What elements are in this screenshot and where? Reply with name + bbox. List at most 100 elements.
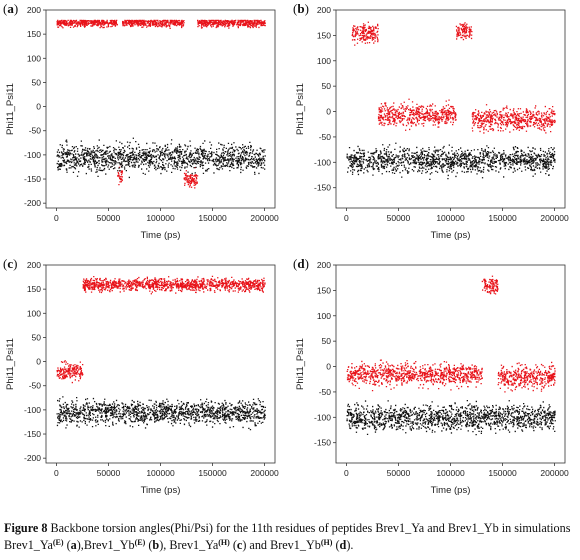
x-axis-label: Time (ps) xyxy=(141,230,181,241)
data-points xyxy=(82,275,266,295)
caption-text: ( xyxy=(63,538,71,552)
caption-ref: a xyxy=(70,538,77,552)
data-points xyxy=(56,137,266,179)
panel-c: (c) 0 50000 100000 150000 200000 -200 -150 -100… xyxy=(0,255,290,510)
caption-ref: b xyxy=(152,538,160,552)
data-points xyxy=(122,19,185,29)
y-tick-label: -200 xyxy=(24,198,41,208)
caption-sup: (E) xyxy=(52,538,64,547)
y-tick-label: -100 xyxy=(24,150,41,160)
y-tick-label: 100 xyxy=(317,311,331,321)
x-axis-label: Time (ps) xyxy=(431,230,471,241)
y-tick-label: -150 xyxy=(314,438,331,448)
y-tick-label: 0 xyxy=(326,362,331,372)
x-tick-label: 0 xyxy=(344,213,349,223)
x-tick-label: 200000 xyxy=(250,468,279,478)
figure-caption: Figure 8 Backbone torsion angles(Phi/Psi… xyxy=(4,520,576,554)
caption-text: ), Brev1_Ya xyxy=(159,538,219,552)
caption-ref: d xyxy=(339,538,347,552)
y-axis-label: Phi11_Psi11 xyxy=(5,338,16,390)
x-tick-label: 100000 xyxy=(146,468,175,478)
caption-text: ),Brev1_Yb xyxy=(76,538,135,552)
x-tick-label: 100000 xyxy=(146,213,175,223)
y-tick-label: 50 xyxy=(32,77,42,87)
x-tick-label: 50000 xyxy=(97,213,121,223)
scatter-chart-b: 0 50000 100000 150000 200000 -150 -100 -50 0 50 10… xyxy=(295,5,569,241)
y-tick-label: 200 xyxy=(317,5,331,15)
scatter-chart-d: 0 50000 100000 150000 200000 -150 -100 -50 0 50 10… xyxy=(295,260,569,496)
data-points xyxy=(183,167,199,189)
y-tick-label: -50 xyxy=(29,126,42,136)
y-tick-label: -150 xyxy=(314,183,331,193)
caption-sup: (H) xyxy=(218,538,230,547)
y-tick-label: 150 xyxy=(317,30,331,40)
y-tick-label: 0 xyxy=(36,357,41,367)
caption-sup: (H) xyxy=(320,538,333,547)
y-tick-label: 100 xyxy=(27,308,41,318)
data-points xyxy=(56,19,118,29)
panel-d: (d) 0 50000 100000 150000 200000 -150 -100 -50 0… xyxy=(290,255,580,510)
y-tick-label: 200 xyxy=(27,260,41,270)
caption-text: Backbone torsion angles(Phi/Psi) for the… xyxy=(4,521,571,552)
data-points xyxy=(471,104,556,134)
caption-text: ) and Brev1_Yb xyxy=(242,538,321,552)
x-tick-label: 100000 xyxy=(436,213,465,223)
scatter-chart-c: 0 50000 100000 150000 200000 -200 -150 -100 -50 0… xyxy=(5,260,279,496)
y-tick-label: 0 xyxy=(36,102,41,112)
y-tick-label: 50 xyxy=(322,336,332,346)
y-tick-label: 150 xyxy=(27,29,41,39)
x-axis-label: Time (ps) xyxy=(431,485,471,496)
series-black xyxy=(56,396,266,431)
y-tick-label: 150 xyxy=(317,285,331,295)
panel-label: c xyxy=(7,256,14,271)
x-tick-label: 50000 xyxy=(387,468,411,478)
x-tick-label: 150000 xyxy=(198,213,227,223)
caption-ref: c xyxy=(236,538,243,552)
y-tick-label: -50 xyxy=(319,132,332,142)
data-points xyxy=(497,361,556,393)
caption-lead: Figure 8 xyxy=(4,521,48,535)
plot-area xyxy=(56,275,266,431)
x-tick-label: 200000 xyxy=(540,213,569,223)
data-points xyxy=(346,400,556,436)
plot-frame xyxy=(45,264,276,464)
caption-text: ). xyxy=(346,538,354,552)
x-tick-label: 200000 xyxy=(540,468,569,478)
caption-sup: (E) xyxy=(134,538,146,547)
caption-text: ( xyxy=(229,538,237,552)
series-black xyxy=(346,400,556,436)
panel-label: a xyxy=(7,1,14,16)
panel-label: b xyxy=(297,1,305,16)
series-red xyxy=(346,275,556,393)
data-points xyxy=(56,360,84,384)
plot-frame xyxy=(45,9,276,209)
y-axis-label: Phi11_Psi11 xyxy=(5,83,16,135)
y-tick-label: -200 xyxy=(24,453,41,463)
x-tick-label: 50000 xyxy=(387,213,411,223)
series-black xyxy=(346,142,556,180)
plot-area xyxy=(346,21,556,180)
x-axis-label: Time (ps) xyxy=(141,485,181,496)
y-tick-label: -50 xyxy=(319,387,332,397)
data-points xyxy=(377,98,457,131)
x-tick-label: 200000 xyxy=(250,213,279,223)
data-points xyxy=(117,163,123,186)
y-tick-label: -100 xyxy=(314,412,331,422)
y-tick-label: 50 xyxy=(32,332,42,342)
plot-frame xyxy=(335,264,566,464)
panel-a: (a) 0 50000 100000 150000 200000 -200 -150 -100… xyxy=(0,0,290,255)
y-axis-label: Phi11_Psi11 xyxy=(295,83,306,135)
x-tick-label: 50000 xyxy=(97,468,121,478)
x-tick-label: 150000 xyxy=(488,213,517,223)
data-points xyxy=(197,19,266,29)
x-tick-label: 150000 xyxy=(488,468,517,478)
x-tick-label: 100000 xyxy=(436,468,465,478)
data-points xyxy=(455,22,473,41)
panel-b: (b) 0 50000 100000 150000 200000 -150 -100 -50 0… xyxy=(290,0,580,255)
y-tick-label: 150 xyxy=(27,284,41,294)
series-black xyxy=(56,137,266,179)
plot-area xyxy=(346,275,556,436)
caption-text: ( xyxy=(332,538,340,552)
plot-area xyxy=(56,19,266,189)
scatter-chart-a: 0 50000 100000 150000 200000 -200 -150 -100 -50 0… xyxy=(5,5,279,241)
